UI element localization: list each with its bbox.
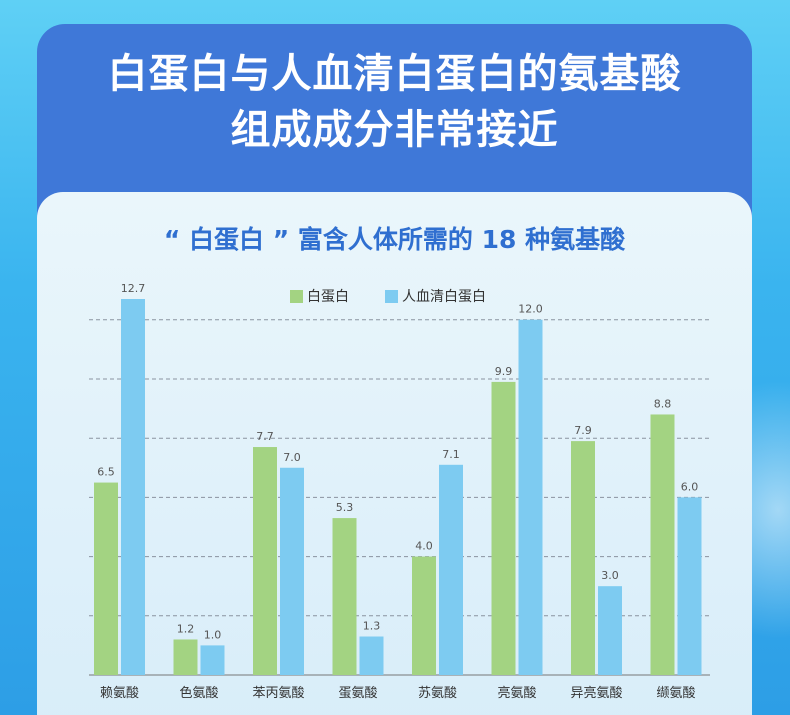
x-tick-label: 蛋氨酸	[338, 686, 377, 701]
content-panel: 白蛋白与人血清白蛋白的氨基酸 组成成分非常接近 “ 白蛋白 ” 富含人体所需的 …	[37, 24, 752, 715]
bar-serum-albumin	[200, 645, 225, 675]
legend-item-albumin: 白蛋白	[290, 286, 349, 306]
headline-line-1: 白蛋白与人血清白蛋白的氨基酸	[107, 51, 682, 97]
bar-albumin	[173, 639, 198, 675]
headline-line-2: 组成成分非常接近	[230, 107, 559, 153]
data-label: 1.2	[177, 622, 195, 635]
bar-serum-albumin	[359, 636, 384, 675]
bar-serum-albumin	[598, 586, 622, 675]
bar-albumin	[650, 414, 675, 675]
bar-serum-albumin	[439, 464, 463, 675]
legend-label-serum-albumin: 人血清白蛋白	[402, 289, 486, 305]
headline: 白蛋白与人血清白蛋白的氨基酸 组成成分非常接近	[37, 46, 752, 158]
x-tick-label: 异亮氨酸	[570, 685, 622, 701]
data-label: 3.0	[601, 569, 619, 582]
legend-swatch-serum-albumin	[385, 289, 398, 303]
data-label: 1.3	[363, 620, 381, 633]
bar-serum-albumin	[121, 299, 145, 675]
bar-albumin	[94, 482, 118, 675]
data-label: 9.9	[495, 365, 513, 378]
data-label: 6.5	[97, 466, 115, 479]
legend-item-serum-albumin: 人血清白蛋白	[385, 286, 486, 306]
data-label: 7.7	[256, 430, 274, 443]
chart-card: “ 白蛋白 ” 富含人体所需的 18 种氨基酸 白蛋白 人血清白蛋白 6.5 12…	[37, 192, 752, 715]
x-tick-label: 苏氨酸	[418, 685, 457, 701]
bar-albumin	[571, 441, 595, 675]
data-label: 7.9	[574, 424, 592, 437]
data-label: 7.1	[442, 448, 460, 461]
x-tick-label: 苯丙氨酸	[252, 686, 304, 701]
legend-label-albumin: 白蛋白	[307, 289, 349, 305]
bar-serum-albumin	[280, 467, 304, 675]
bar-albumin	[332, 518, 357, 675]
x-tick-label: 赖氨酸	[100, 686, 139, 701]
chart-title: “ 白蛋白 ” 富含人体所需的 18 种氨基酸	[163, 225, 626, 254]
x-tick-label: 缬氨酸	[656, 686, 695, 701]
data-label: 12.0	[518, 303, 543, 316]
bar-albumin	[253, 447, 277, 675]
x-tick-label: 亮氨酸	[497, 685, 536, 701]
data-label: 4.0	[415, 540, 433, 553]
data-label: 6.0	[681, 480, 699, 493]
data-label: 7.0	[283, 451, 301, 464]
bar-albumin	[491, 381, 516, 675]
data-label: 8.8	[654, 397, 672, 410]
bar-albumin	[412, 556, 436, 675]
bar-serum-albumin	[518, 319, 543, 675]
data-label: 12.7	[121, 282, 146, 295]
legend-swatch-albumin	[290, 289, 303, 303]
x-tick-label: 色氨酸	[179, 685, 218, 701]
bar-chart: 6.5 12.7 赖氨酸 1.2 1.0 色氨酸 7.7 7.0 苯丙氨酸 5.3 1.3 蛋氨酸 4.…	[89, 282, 710, 701]
data-label: 1.0	[204, 628, 222, 641]
bar-serum-albumin	[677, 497, 702, 675]
data-label: 5.3	[336, 501, 354, 514]
